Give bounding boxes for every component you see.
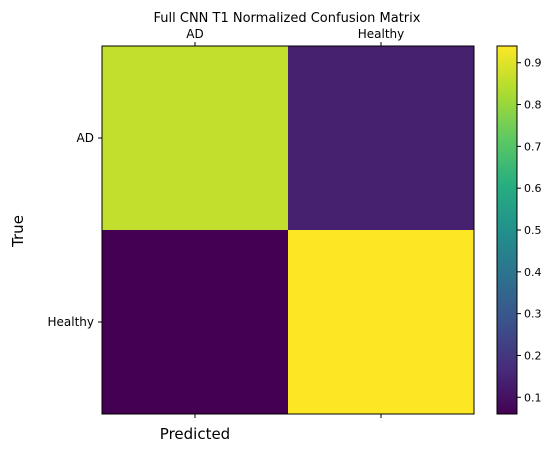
colorbar-tick-label: 0.9 [524, 57, 542, 70]
colorbar-tick-label: 0.2 [524, 349, 542, 362]
colorbar-tick-label: 0.4 [524, 266, 542, 279]
colorbar-tick-label: 0.6 [524, 182, 542, 195]
matrix-cell-0-0 [102, 46, 288, 230]
matrix-cell-0-1 [288, 46, 474, 230]
colorbar-tick-label: 0.7 [524, 140, 542, 153]
x-tick-label: Healthy [358, 27, 405, 41]
x-axis-label: Predicted [160, 425, 230, 443]
colorbar [497, 46, 517, 414]
chart-title: Full CNN T1 Normalized Confusion Matrix [154, 11, 421, 26]
y-axis-label: True [9, 215, 27, 248]
colorbar-tick-label: 0.5 [524, 224, 542, 237]
matrix-cells [102, 46, 474, 414]
y-tick-label: Healthy [47, 315, 94, 329]
colorbar-tick-label: 0.3 [524, 308, 542, 321]
y-tick-labels: AD Healthy [47, 131, 102, 329]
matrix-cell-1-1 [288, 230, 474, 414]
colorbar-ticks: 0.1 0.2 0.3 0.4 0.5 0.6 0.7 0.8 0.9 [517, 57, 542, 404]
colorbar-tick-label: 0.1 [524, 391, 542, 404]
matrix-cell-1-0 [102, 230, 288, 414]
x-tick-labels: AD Healthy [186, 27, 404, 418]
y-tick-label: AD [77, 131, 94, 145]
x-tick-label: AD [186, 27, 203, 41]
plot-frame [101, 45, 475, 415]
colorbar-tick-label: 0.8 [524, 99, 542, 112]
